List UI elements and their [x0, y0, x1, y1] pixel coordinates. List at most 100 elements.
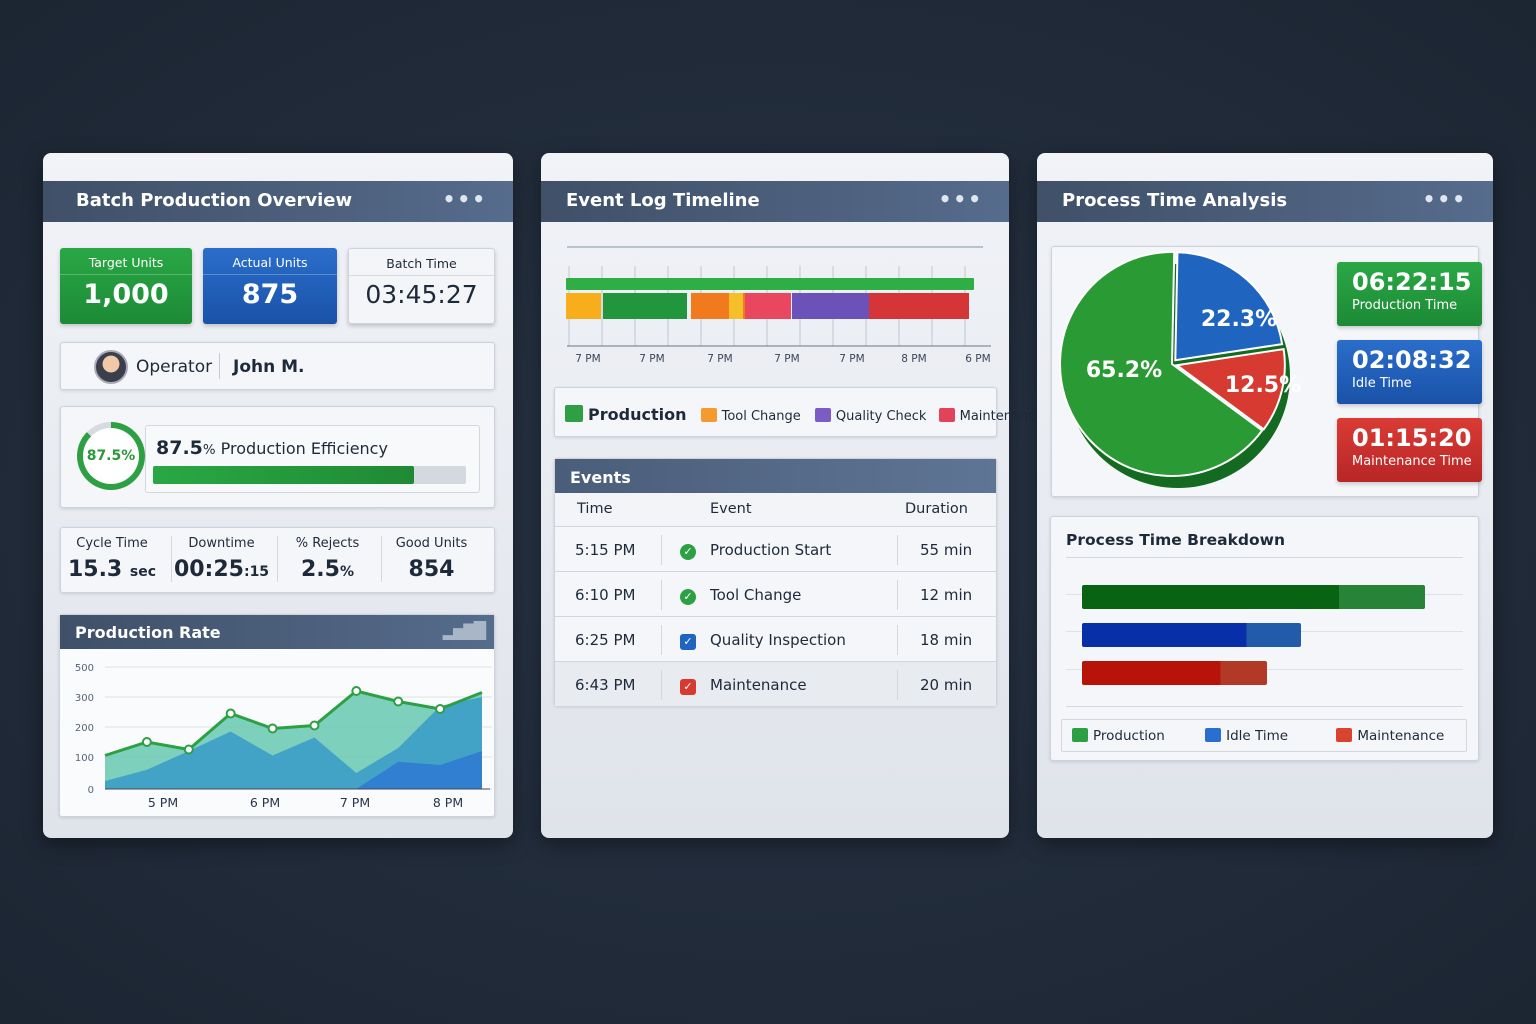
data-point	[141, 737, 152, 747]
breakdown-box: Process Time Breakdown Production Idle T…	[1050, 516, 1479, 761]
y-tick-label: 500	[75, 663, 94, 674]
timeline-event-block	[869, 293, 969, 319]
more-menu-icon[interactable]: •••	[938, 187, 983, 211]
legend-idle-time: Idle Time	[1205, 728, 1288, 744]
pie-label: 65.2%	[1086, 358, 1162, 383]
y-tick-label: 0	[88, 785, 94, 796]
breakdown-bar-maintenance	[1082, 661, 1267, 685]
timeline-tick-label: 7 PM	[575, 353, 600, 365]
timeline-tick-label: 7 PM	[707, 353, 732, 365]
stat-unit: sec	[129, 564, 157, 580]
event-duration: 12 min	[920, 586, 973, 604]
check-green-icon: ✓	[680, 541, 696, 560]
bar-signal-icon: ▂▅▇█	[442, 621, 486, 640]
efficiency-progress-bar	[153, 466, 466, 484]
table-row[interactable]: 5:15 PM ✓ Production Start 55 min	[555, 526, 996, 571]
cycle-time-stat: Cycle Time 15.3 sec	[62, 536, 162, 582]
data-point	[393, 696, 404, 707]
timeline-event-block	[603, 293, 687, 319]
data-point	[267, 723, 278, 734]
pie-slice	[1059, 251, 1264, 477]
legend-label: Tool Change	[721, 409, 801, 424]
batch-overview-panel: Batch Production Overview ••• Target Unit…	[43, 153, 513, 838]
production-rate-chart: Production Rate ▂▅▇█ 500 300 200 100 0 5 PM 6 P…	[59, 614, 495, 817]
timeline-event-block	[566, 293, 601, 319]
event-time: 6:43 PM	[575, 676, 636, 694]
efficiency-label: Production Efficiency	[220, 439, 388, 458]
efficiency-ring-value: 87.5%	[83, 428, 139, 484]
legend-quality-check: Quality Check	[814, 408, 927, 424]
stat-label: Cycle Time	[76, 536, 148, 551]
events-table: Events Time Event Duration 5:15 PM ✓ Produ…	[554, 458, 997, 706]
events-title: Events	[555, 459, 996, 493]
batch-time-kpi: Batch Time 03:45:27	[348, 248, 495, 324]
x-tick-label: 6 PM	[250, 795, 280, 810]
stat-value: 2.5	[300, 557, 340, 582]
check-green-icon: ✓	[680, 586, 696, 605]
event-timeline: 7 PM 7 PM 7 PM 7 PM 7 PM 8 PM 6 PM	[566, 246, 991, 365]
x-tick-label: 7 PM	[340, 795, 370, 810]
event-time: 6:25 PM	[575, 631, 636, 649]
good-units-stat: Good Units 854	[381, 536, 481, 582]
actual-units-kpi: Actual Units 875	[203, 248, 337, 324]
tile-label: Maintenance Time	[1352, 454, 1472, 469]
efficiency-value: 87.5	[156, 437, 203, 459]
legend-label: Idle Time	[1226, 728, 1289, 744]
panel-title: Batch Production Overview	[76, 190, 353, 211]
kpi-value: 03:45:27	[365, 280, 478, 309]
event-time: 5:15 PM	[575, 541, 636, 559]
more-menu-icon[interactable]: •••	[442, 187, 487, 211]
legend-production: Production	[1072, 728, 1165, 744]
stat-label: % Rejects	[295, 536, 360, 551]
legend-label: Maintenance	[1357, 728, 1445, 744]
event-time: 6:10 PM	[575, 586, 636, 604]
event-duration: 18 min	[920, 631, 973, 649]
production-track	[566, 278, 974, 290]
data-point	[309, 720, 320, 731]
y-tick-label: 100	[75, 753, 94, 764]
idle-time-tile: 02:08:32 Idle Time	[1337, 340, 1482, 404]
x-tick-label: 8 PM	[433, 795, 463, 810]
stats-row: Cycle Time 15.3 sec Downtime 00:25:15 % Re…	[60, 527, 495, 593]
process-time-panel: Process Time Analysis ••• 65.2% 22.3% 12.5%…	[1037, 153, 1493, 838]
data-point	[351, 686, 362, 696]
stat-label: Downtime	[188, 536, 255, 551]
breakdown-bar-idle-time	[1082, 623, 1302, 647]
table-row[interactable]: 6:25 PM ✓ Quality Inspection 18 min	[555, 616, 996, 661]
chart-title: Production Rate	[75, 623, 221, 642]
rate-chart-svg: 500 300 200 100 0 5 PM 6 PM 7 PM 8 PM	[75, 663, 492, 810]
pie-chart: 65.2% 22.3% 12.5%	[1059, 251, 1301, 488]
pie-label: 22.3%	[1201, 307, 1277, 332]
pie-slice	[1174, 251, 1284, 362]
y-tick-label: 300	[75, 693, 94, 704]
column-header: Duration	[905, 501, 968, 517]
pie-label: 12.5%	[1225, 373, 1301, 398]
downtime-stat: Downtime 00:25:15	[171, 536, 271, 582]
efficiency-box: 87.5% 87.5% Production Efficiency	[60, 406, 495, 508]
event-name: Production Start	[710, 541, 832, 559]
rejects-stat: % Rejects 2.5%	[277, 536, 377, 582]
check-blue-icon: ✓	[680, 631, 696, 650]
more-menu-icon[interactable]: •••	[1422, 187, 1467, 211]
timeline-event-block	[792, 293, 869, 319]
area-series-2	[105, 697, 482, 789]
y-tick-label: 200	[75, 723, 94, 734]
avatar	[94, 350, 128, 384]
legend-label: Production	[1093, 728, 1165, 744]
table-row[interactable]: 6:10 PM ✓ Tool Change 12 min	[555, 571, 996, 616]
timeline-tick-label: 6 PM	[965, 353, 990, 365]
panel-title: Process Time Analysis	[1062, 190, 1288, 211]
tile-label: Production Time	[1352, 298, 1458, 313]
operator-row: Operator John M.	[60, 342, 495, 390]
maintenance-time-tile: 01:15:20 Maintenance Time	[1337, 418, 1482, 482]
legend-label: Quality Check	[835, 409, 927, 424]
line-series	[104, 689, 483, 757]
production-time-tile: 06:22:15 Production Time	[1337, 262, 1482, 326]
tile-value: 02:08:32	[1352, 346, 1472, 374]
event-name: Quality Inspection	[710, 631, 846, 649]
x-tick-label: 5 PM	[148, 795, 178, 810]
legend-production: Production	[565, 405, 686, 424]
legend-label: Maintenance	[959, 409, 1044, 424]
event-log-panel: Event Log Timeline ••• 7 PM 7 PM 7 PM 7 PM 7 …	[541, 153, 1043, 838]
table-row[interactable]: 6:43 PM ✓ Maintenance 20 min	[555, 661, 996, 706]
